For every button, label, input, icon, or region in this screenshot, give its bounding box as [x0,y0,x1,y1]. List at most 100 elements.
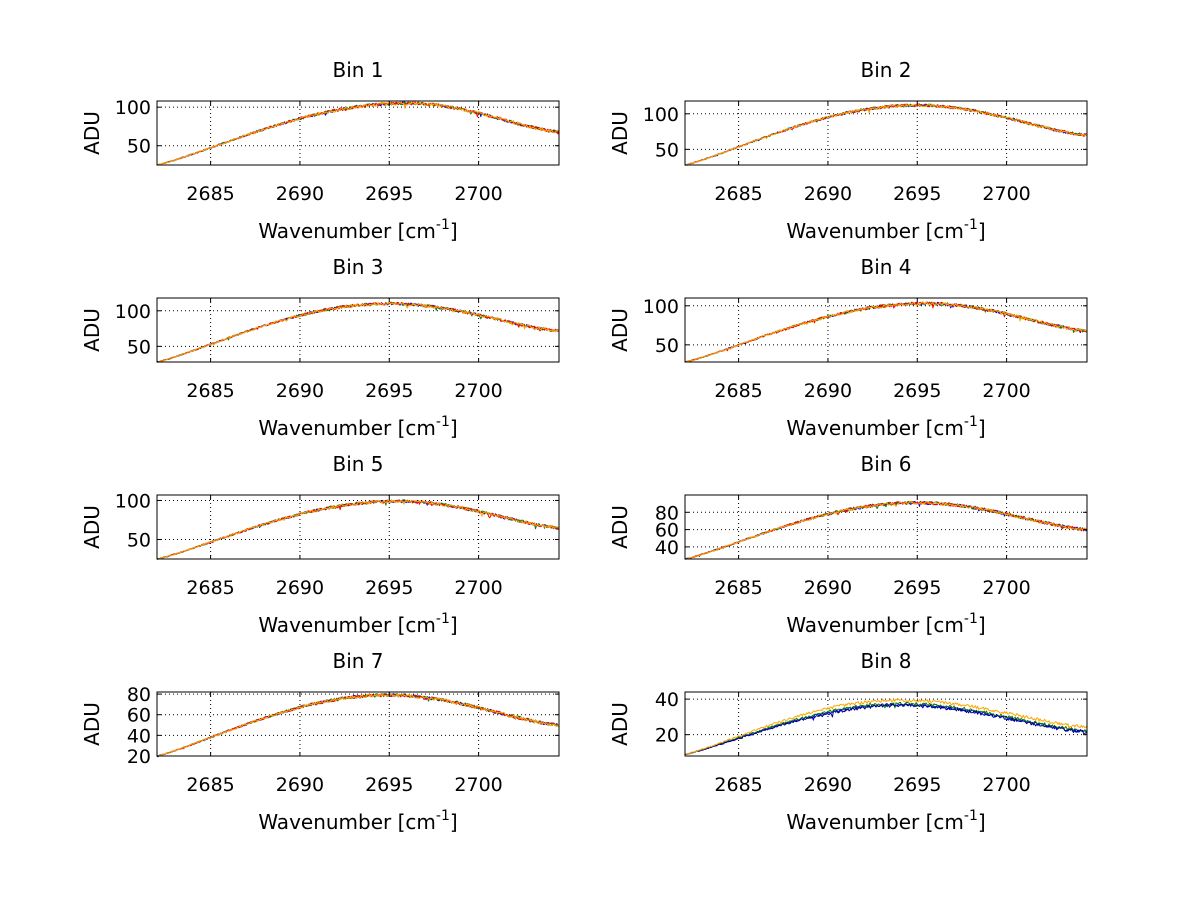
x-tick-label: 2685 [186,380,234,402]
chart-title: Bin 2 [860,58,911,82]
x-tick-label: 2700 [982,577,1030,599]
x-axis-label: Wavenumber [cm-1] [786,217,985,243]
x-tick-label: 2695 [893,577,941,599]
series-line [684,301,1088,363]
x-tick-label: 2685 [186,577,234,599]
x-tick-label: 2690 [804,183,852,205]
axes-box [684,100,1088,166]
series-line [156,301,560,363]
chart-title: Bin 1 [332,58,383,82]
y-axis-label: ADU [80,111,104,155]
series-line [684,500,1088,560]
x-tick-label: 2685 [714,774,762,796]
x-tick-label: 2685 [714,577,762,599]
series-line [684,103,1088,166]
x-axis-label: Wavenumber [cm-1] [258,414,457,440]
y-tick-label: 40 [655,537,679,559]
y-tick-label: 100 [115,490,151,512]
series-line [156,301,560,364]
series-line [156,101,560,166]
x-tick-label: 2695 [365,774,413,796]
chart-panel-3: Bin 3 2685 2690 2695 2700 50 100 ADU Wavenumber … [80,255,560,440]
chart-panel-2: Bin 2 2685 2690 2695 2700 50 100 ADU Wavenumber … [608,58,1088,243]
x-tick-label: 2685 [714,380,762,402]
x-tick-label: 2695 [893,774,941,796]
chart-title: Bin 5 [332,452,383,476]
y-tick-label: 20 [127,746,151,768]
y-axis-label: ADU [80,505,104,549]
x-tick-label: 2695 [365,183,413,205]
chart-title: Bin 7 [332,649,383,673]
x-tick-label: 2695 [365,380,413,402]
series-line [684,701,1088,755]
series-line [156,499,560,560]
y-axis-label: ADU [608,308,632,352]
chart-title: Bin 8 [860,649,911,673]
axes-box [684,691,1088,757]
chart-panel-4: Bin 4 2685 2690 2695 2700 50 100 ADU Wavenumber … [608,255,1088,440]
x-tick-label: 2700 [454,774,502,796]
series-line [156,693,560,757]
y-axis-label: ADU [608,702,632,746]
series-line [684,103,1088,166]
chart-panel-1: Bin 1 2685 2690 2695 2700 50 100 ADU Wavenumber … [80,58,560,243]
y-tick-label: 100 [115,301,151,323]
axes-box [156,297,560,363]
chart-title: Bin 6 [860,452,911,476]
y-tick-label: 60 [655,520,679,542]
x-tick-label: 2685 [186,183,234,205]
y-tick-label: 100 [643,104,679,126]
y-tick-label: 80 [655,502,679,524]
x-tick-label: 2690 [276,183,324,205]
series-line [684,500,1088,560]
x-axis-label: Wavenumber [cm-1] [786,808,985,834]
x-tick-label: 2690 [276,380,324,402]
x-tick-label: 2685 [714,183,762,205]
y-tick-label: 40 [127,725,151,747]
x-axis-label: Wavenumber [cm-1] [258,808,457,834]
series-line [684,103,1088,166]
y-tick-label: 50 [655,335,679,357]
series-line [684,698,1088,755]
series-line [157,693,560,757]
x-tick-label: 2695 [893,380,941,402]
series-line [685,301,1088,363]
x-tick-label: 2700 [982,183,1030,205]
y-axis-label: ADU [608,111,632,155]
y-tick-label: 80 [127,684,151,706]
series-line [156,499,560,560]
x-axis-label: Wavenumber [cm-1] [786,414,985,440]
series-line [156,101,560,166]
y-tick-label: 50 [655,139,679,161]
chart-title: Bin 4 [860,255,911,279]
series-line [684,500,1088,560]
x-tick-label: 2690 [804,380,852,402]
y-tick-label: 100 [643,296,679,318]
series-line [684,703,1088,756]
x-tick-label: 2700 [454,183,502,205]
axes-box [684,494,1088,560]
chart-title: Bin 3 [332,255,383,279]
x-tick-label: 2690 [276,774,324,796]
x-tick-label: 2685 [186,774,234,796]
x-tick-label: 2700 [982,380,1030,402]
series-line [156,499,560,560]
axes-box [156,691,560,757]
y-axis-label: ADU [80,308,104,352]
y-tick-label: 100 [115,97,151,119]
series-line [684,301,1088,363]
x-tick-label: 2690 [276,577,324,599]
x-axis-label: Wavenumber [cm-1] [258,217,457,243]
y-tick-label: 60 [127,705,151,727]
x-tick-label: 2700 [982,774,1030,796]
x-axis-label: Wavenumber [cm-1] [258,611,457,637]
y-axis-label: ADU [80,702,104,746]
series-line [685,702,1088,755]
series-line [684,103,1088,166]
axes-box [156,100,560,166]
y-tick-label: 50 [127,136,151,158]
axes-box [156,494,560,560]
series-line [156,101,560,166]
